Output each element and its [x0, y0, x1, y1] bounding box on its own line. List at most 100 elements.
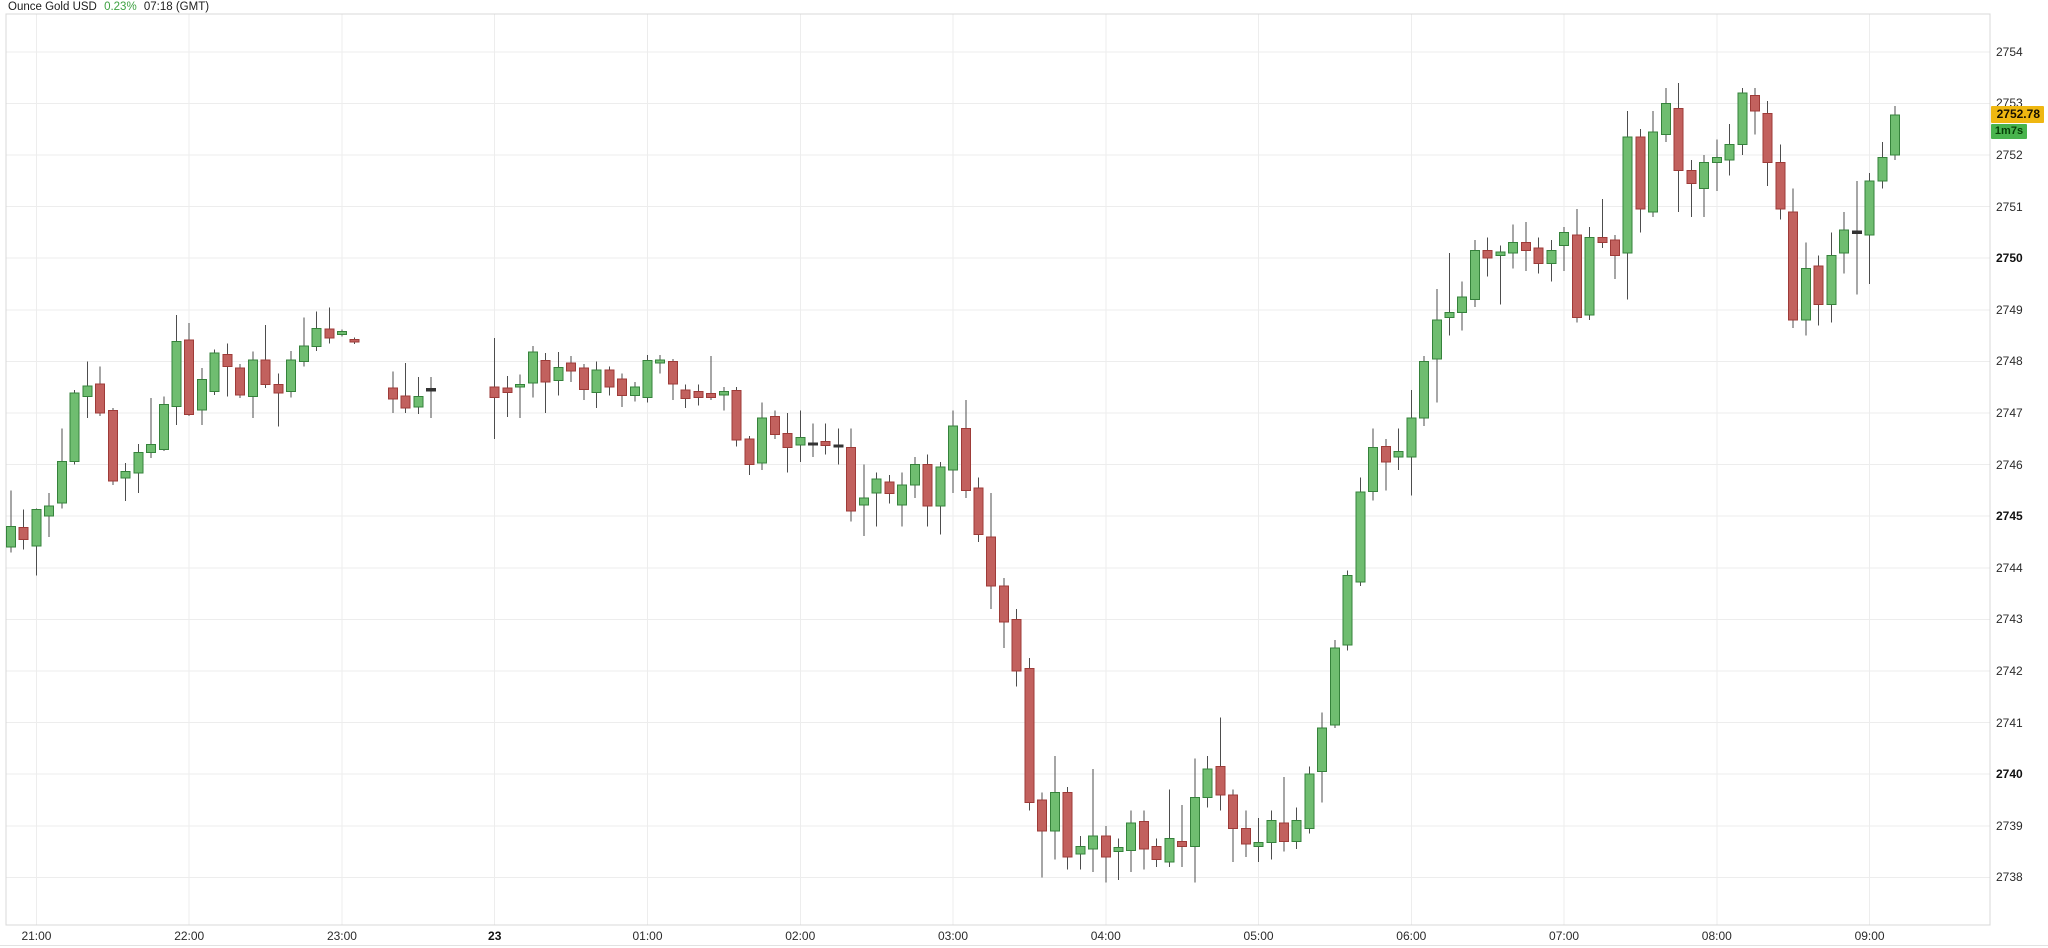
candle-22:00 [184, 323, 195, 417]
candle-00:05 [502, 375, 513, 418]
candle-05:40 [1355, 477, 1366, 586]
candle-05:35 [1342, 570, 1353, 651]
candle-03:50 [1075, 836, 1086, 870]
candle-07:30 [1635, 129, 1646, 233]
candle-06:35 [1495, 245, 1506, 305]
time-tick-04:00: 04:00 [1090, 929, 1121, 943]
candle-07:55 [1699, 155, 1710, 217]
candle-05:05 [1266, 810, 1277, 860]
time-tick-09:00: 09:00 [1854, 929, 1885, 943]
candle-00:00 [489, 338, 500, 439]
candle-01:25 [706, 356, 717, 401]
candle-01:35 [731, 387, 742, 447]
time-tick-06:00: 06:00 [1396, 929, 1427, 943]
time-tick-23: 23 [488, 929, 502, 943]
candle-08:25 [1775, 144, 1786, 220]
candle-09:00 [1864, 173, 1875, 284]
candle-03:55 [1088, 769, 1099, 873]
candle-21:35 [120, 463, 131, 502]
candle-06:55 [1546, 240, 1557, 282]
candle-02:50 [922, 454, 933, 527]
candle-04:30 [1177, 805, 1188, 868]
price-tick-2742: 2742 [1996, 664, 2023, 678]
candle-06:40 [1508, 224, 1519, 269]
candle-04:05 [1113, 838, 1124, 880]
price-tick-2750: 2750 [1996, 251, 2023, 266]
candle-06:25 [1469, 240, 1480, 308]
candle-05:45 [1368, 428, 1379, 501]
candle-07:15 [1597, 198, 1608, 248]
candle-22:50 [311, 311, 322, 352]
price-tick-2749: 2749 [1996, 302, 2023, 317]
candle-05:00 [1253, 818, 1264, 862]
candle-09:10 [1890, 105, 1901, 161]
candle-22:35 [273, 373, 284, 427]
price-tick-2741: 2741 [1996, 715, 2023, 730]
candle-01:00 [642, 355, 653, 403]
price-tick-2744: 2744 [1996, 560, 2023, 575]
candle-00:15 [527, 345, 538, 398]
candle-06:15 [1444, 253, 1455, 336]
price-tick-2738: 2738 [1996, 870, 2023, 885]
bar-countdown-badge: 1m7s [1991, 124, 2027, 140]
candle-00:55 [629, 382, 640, 402]
candle-22:15 [222, 343, 233, 397]
time-tick-03:00: 03:00 [938, 929, 969, 943]
candle-08:00 [1711, 139, 1722, 192]
candle-22:20 [235, 363, 246, 399]
candle-02:10 [820, 423, 831, 455]
candle-06:45 [1520, 222, 1531, 272]
candle-23:20 [387, 371, 398, 413]
candle-20:55 [18, 509, 29, 550]
candle-07:50 [1686, 160, 1697, 217]
time-tick-02:00: 02:00 [785, 929, 816, 943]
candle-22:30 [260, 324, 271, 389]
price-tick-2754: 2754 [1996, 44, 2023, 59]
instrument-name: Ounce Gold USD [8, 1, 97, 13]
candle-04:00 [1100, 825, 1111, 883]
candle-06:50 [1533, 237, 1544, 274]
candle-02:15 [833, 428, 844, 465]
candle-22:55 [324, 307, 335, 344]
price-tick-2747: 2747 [1996, 406, 2023, 420]
candle-04:15 [1138, 810, 1149, 870]
candles [6, 82, 1901, 883]
candle-02:20 [846, 428, 857, 522]
candle-06:10 [1431, 289, 1442, 403]
candle-21:30 [107, 407, 118, 486]
candle-23:35 [426, 376, 437, 419]
price-tick-2739: 2739 [1996, 818, 2023, 833]
candle-09:05 [1877, 142, 1888, 189]
candle-02:30 [871, 472, 882, 527]
time-tick-01:00: 01:00 [632, 929, 663, 943]
candle-00:40 [591, 361, 602, 408]
candle-22:40 [286, 351, 297, 398]
candle-21:15 [69, 389, 80, 465]
candle-07:40 [1660, 87, 1671, 143]
price-tick-2752: 2752 [1996, 148, 2023, 162]
candle-21:00 [31, 508, 42, 576]
candle-04:20 [1151, 838, 1162, 868]
candle-05:50 [1380, 438, 1391, 491]
candle-08:30 [1788, 188, 1799, 328]
candle-21:55 [171, 314, 182, 425]
candle-01:50 [769, 410, 780, 439]
price-tick-2745: 2745 [1996, 509, 2023, 524]
candle-08:55 [1851, 180, 1862, 295]
candle-03:35 [1037, 792, 1048, 878]
price-tick-2743: 2743 [1996, 612, 2023, 627]
candle-21:10 [56, 428, 67, 509]
candle-07:10 [1584, 227, 1595, 321]
candle-04:25 [1164, 789, 1175, 868]
candle-01:30 [718, 387, 729, 411]
candle-21:20 [82, 361, 93, 419]
candle-07:45 [1673, 82, 1684, 212]
last-price-badge: 2752.78 [1991, 106, 2044, 124]
candle-02:00 [795, 410, 806, 463]
candle-23:30 [413, 376, 424, 415]
price-tick-2751: 2751 [1996, 199, 2023, 214]
candle-05:20 [1304, 766, 1315, 834]
candle-05:25 [1317, 712, 1328, 803]
